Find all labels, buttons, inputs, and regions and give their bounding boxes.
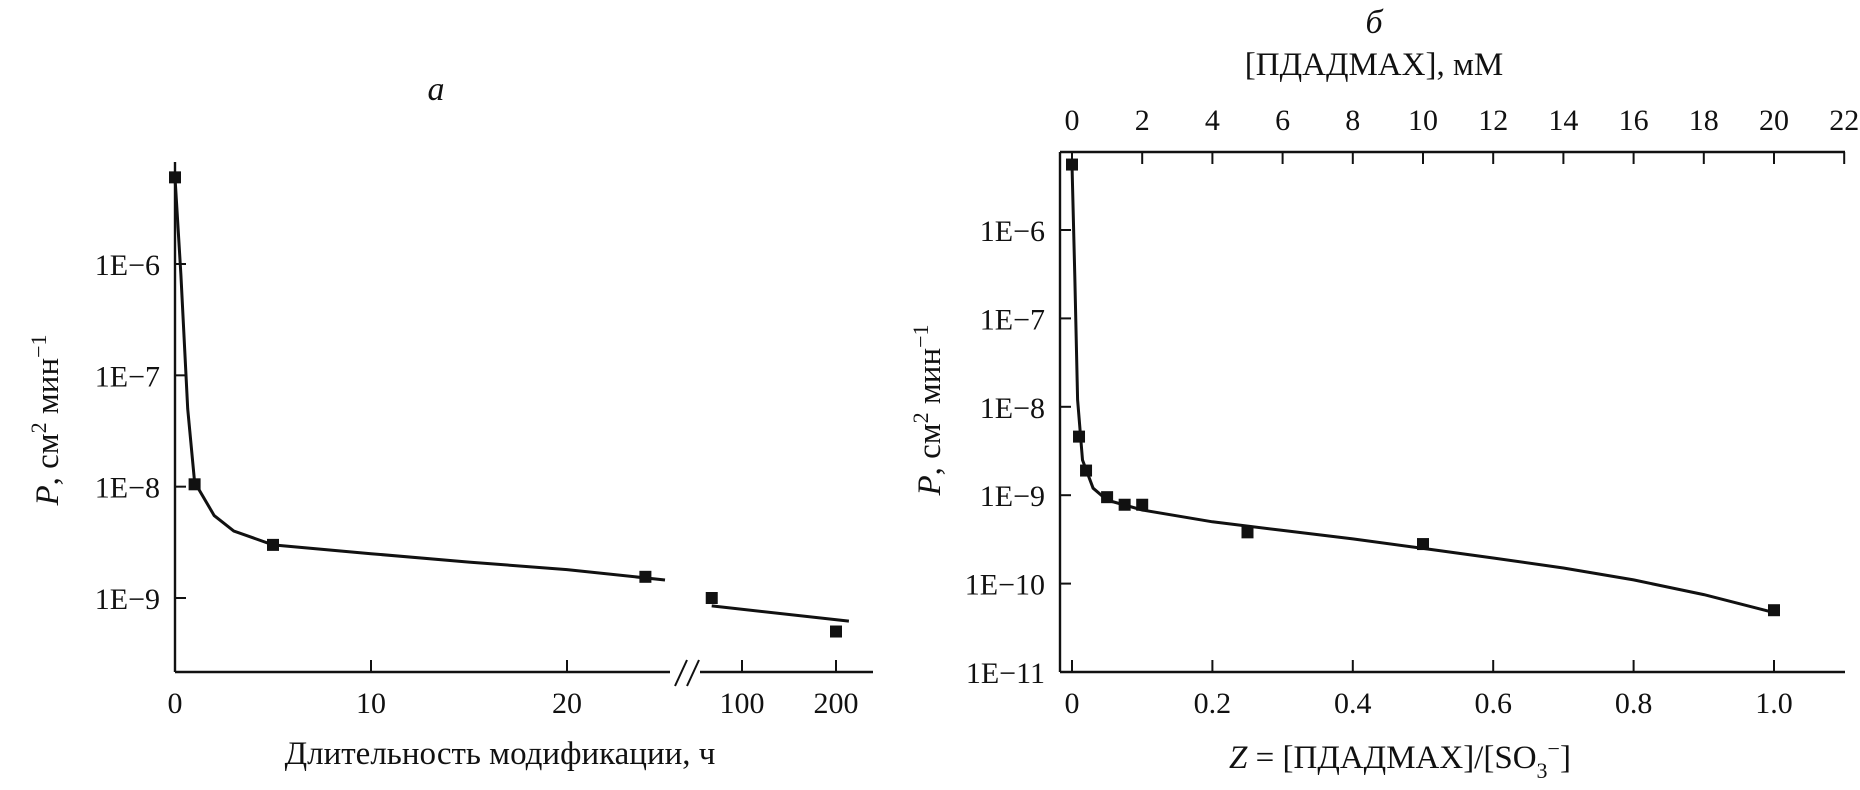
- panel-a-x-tick-label: 0: [168, 687, 183, 720]
- panel-b-top-x-tick-label: 20: [1759, 104, 1789, 137]
- panel-b-letter: б: [1365, 4, 1384, 41]
- panel-a-x-tick-label: 100: [720, 687, 765, 720]
- panel-b-y-axis-title: P, см2 мин−1: [908, 324, 948, 496]
- panel-a: а 1E−6 1E−7 1E−8 1E−9 0 10 20 100 200 Длительно…: [26, 71, 873, 772]
- panel-b-x-axis-title: Z = [ПДАДМАХ]/[SO3−]: [1229, 736, 1571, 783]
- panel-a-data-point: [705, 592, 718, 604]
- panel-b-y-tick-label: 1E−10: [965, 569, 1045, 602]
- panel-a-y-axis-title: P, см2 мин−1: [26, 334, 66, 506]
- panel-b-x-tick-label: 0: [1065, 687, 1080, 720]
- panel-b-data-point: [1241, 526, 1254, 539]
- panel-b-x-tick-label: 0.4: [1334, 687, 1372, 720]
- panel-a-fit-curve: [173, 177, 666, 582]
- panel-b-data-point: [1073, 430, 1086, 443]
- panel-a-y-tick-label: 1E−8: [95, 472, 160, 505]
- panel-b: б [ПДАДМАХ], мМ 1E−6 1E−7 1E−8 1E−9 1E−10 1E−…: [908, 4, 1859, 783]
- panel-b-fit-curve: [1070, 164, 1775, 615]
- panel-b-top-x-tick-label: 8: [1345, 104, 1360, 137]
- panel-a-y-tick-label: 1E−7: [95, 360, 160, 393]
- panel-b-data-point: [1066, 158, 1078, 171]
- panel-b-top-x-tick-label: 6: [1275, 104, 1290, 137]
- panel-b-top-x-tick-label: 22: [1829, 104, 1859, 137]
- panel-a-data-point: [169, 171, 181, 184]
- panel-b-top-x-tick-label: 4: [1205, 104, 1220, 137]
- panel-b-x-tick-label: 0.2: [1194, 687, 1232, 720]
- panel-a-letter: а: [428, 71, 445, 108]
- panel-b-data-point: [1118, 498, 1131, 511]
- panel-a-y-tick-label: 1E−6: [95, 249, 160, 282]
- panel-b-y-tick-label: 1E−6: [980, 215, 1045, 248]
- panel-b-x-tick-label: 1.0: [1755, 687, 1793, 720]
- panel-a-x-axis-title: Длительность модификации, ч: [285, 736, 716, 772]
- panel-b-top-x-tick-label: 0: [1065, 104, 1080, 137]
- panel-a-x-tick-label: 20: [552, 687, 582, 720]
- panel-b-data-point: [1080, 464, 1093, 477]
- panel-b-top-x-tick-label: 10: [1408, 104, 1438, 137]
- panel-b-x-tick-label: 0.6: [1474, 687, 1512, 720]
- panel-b-y-tick-label: 1E−7: [980, 303, 1045, 336]
- panel-b-data-point: [1136, 498, 1149, 511]
- panel-b-top-x-tick-label: 2: [1135, 104, 1150, 137]
- panel-b-y-tick-label: 1E−11: [966, 657, 1045, 690]
- panel-b-y-tick-label: 1E−8: [980, 392, 1045, 425]
- panel-b-top-x-tick-label: 14: [1548, 104, 1578, 137]
- panel-b-data-point: [1417, 538, 1429, 551]
- panel-b-top-x-tick-label: 16: [1619, 104, 1649, 137]
- panel-b-top-x-tick-label: 18: [1689, 104, 1719, 137]
- panel-b-top-axis-title: [ПДАДМАХ], мМ: [1245, 47, 1503, 83]
- panel-a-fit-curve-after-break: [711, 604, 850, 623]
- panel-b-data-point: [1768, 604, 1780, 617]
- panel-a-y-tick-label: 1E−9: [95, 583, 160, 616]
- panel-a-axis-break: [674, 659, 700, 687]
- panel-b-top-x-tick-label: 12: [1478, 104, 1508, 137]
- panel-a-data-point: [830, 625, 842, 638]
- panel-b-x-tick-label: 0.8: [1615, 687, 1653, 720]
- panel-b-y-tick-label: 1E−9: [980, 480, 1045, 513]
- panel-a-x-tick-label: 10: [356, 687, 386, 720]
- panel-b-data-point: [1101, 491, 1114, 504]
- panel-a-x-tick-label: 200: [814, 687, 859, 720]
- panel-a-data-point: [188, 478, 201, 491]
- panel-a-data-point: [639, 570, 652, 583]
- panel-a-data-point: [267, 538, 279, 551]
